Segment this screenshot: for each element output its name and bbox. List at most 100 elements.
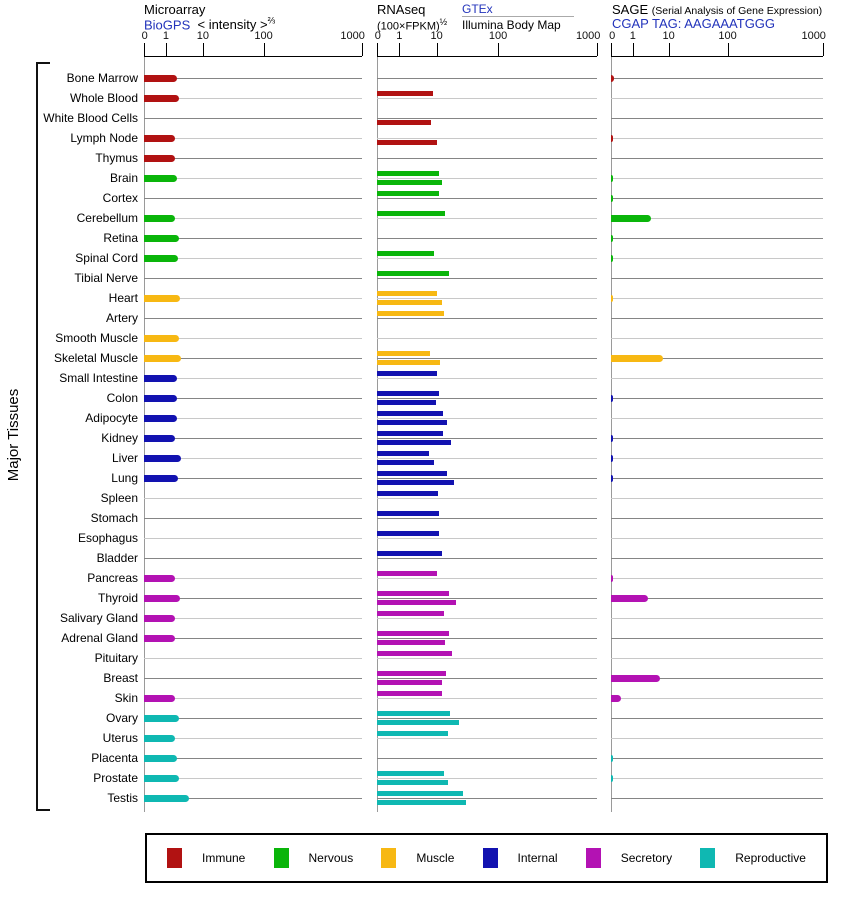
microarray-bar — [143, 635, 176, 642]
row-gridline — [611, 238, 823, 239]
axis-baseline — [611, 56, 823, 57]
row-gridline — [611, 78, 823, 79]
rnaseq-gtex-bar — [376, 91, 434, 96]
row-gridline — [611, 558, 823, 559]
row-gridline — [376, 758, 598, 759]
rnaseq-gtex-bar — [376, 391, 440, 396]
row-gridline — [143, 538, 362, 539]
microarray-bar — [143, 615, 175, 622]
rnaseq-gtex-bar — [376, 711, 450, 716]
row-gridline — [143, 198, 362, 199]
gtex-link[interactable]: GTEx — [462, 2, 493, 16]
microarray-bar — [143, 295, 181, 302]
row-gridline — [376, 618, 598, 619]
microarray-bar — [143, 435, 175, 442]
rnaseq-gtex-bar — [376, 291, 437, 296]
row-gridline — [611, 158, 823, 159]
rnaseq-gtex-bar — [376, 431, 444, 436]
row-gridline — [143, 518, 362, 519]
tissue-label: Bone Marrow — [66, 71, 138, 85]
sage-bar — [611, 215, 652, 222]
row-gridline — [611, 418, 823, 419]
sage-bar — [611, 775, 614, 782]
rnaseq-gtex-bar — [376, 491, 439, 496]
rnaseq-gtex-bar — [376, 271, 450, 276]
microarray-bar — [143, 575, 175, 582]
axis-tick-label: 10 — [662, 30, 675, 42]
row-gridline — [143, 478, 362, 479]
row-gridline — [611, 498, 823, 499]
rnaseq-unit-exponent: ½ — [439, 17, 448, 27]
sage-bar — [611, 755, 614, 762]
axis-tick-label: 10 — [196, 30, 210, 42]
rnaseq-gtex-bar — [376, 651, 453, 656]
sage-bar — [611, 395, 614, 402]
row-gridline — [376, 218, 598, 219]
row-gridline — [611, 778, 823, 779]
row-gridline — [143, 98, 362, 99]
rnaseq-gtex-bar — [376, 731, 449, 736]
tissue-bracket — [36, 62, 50, 811]
row-gridline — [143, 678, 362, 679]
tissue-label: Stomach — [90, 511, 138, 525]
legend-label: Muscle — [416, 851, 455, 865]
row-gridline — [376, 478, 598, 479]
rnaseq-gtex-bar — [376, 451, 430, 456]
axis-baseline — [143, 56, 362, 57]
rnaseq-illumina-bar — [376, 420, 448, 425]
tissue-label: Salivary Gland — [59, 611, 138, 625]
sage-bar — [611, 195, 614, 202]
tissue-label: Testis — [107, 791, 138, 805]
axis-ruler-sage: 0 1 10 100 1000 — [609, 30, 826, 57]
row-gridline — [143, 798, 362, 799]
row-gridline — [143, 378, 362, 379]
rnaseq-illumina-bar — [376, 300, 442, 305]
row-gridline — [143, 218, 362, 219]
legend-item: Secretory — [585, 848, 673, 868]
legend-label: Immune — [202, 851, 246, 865]
row-gridline — [611, 378, 823, 379]
row-gridline — [376, 738, 598, 739]
axis-tick — [668, 43, 670, 56]
tissue-label: Skin — [114, 691, 138, 705]
rnaseq-illumina-bar — [376, 180, 442, 185]
row-gridline — [611, 98, 823, 99]
axis-tick — [376, 43, 378, 56]
microarray-bar — [143, 415, 178, 422]
row-gridline — [376, 518, 598, 519]
rnaseq-gtex-bar — [376, 471, 447, 476]
rnaseq-gtex-bar — [376, 511, 440, 516]
legend-item: Immune — [167, 848, 245, 868]
axis-tick-label: 1 — [162, 30, 170, 42]
rnaseq-gtex-bar — [376, 311, 444, 316]
microarray-bar — [143, 95, 179, 102]
row-gridline — [376, 778, 598, 779]
tissue-label: Cerebellum — [76, 211, 138, 225]
sage-bar — [611, 435, 614, 442]
legend-item: Internal — [482, 848, 558, 868]
sage-bar — [611, 595, 649, 602]
legend-swatch-internal — [482, 848, 498, 868]
row-gridline — [143, 398, 362, 399]
tissue-label: Prostate — [93, 771, 138, 785]
row-gridline — [611, 318, 823, 319]
legend-swatch-reproductive — [700, 848, 716, 868]
sage-bar — [611, 135, 614, 142]
tissue-label: Spinal Cord — [75, 251, 138, 265]
row-gridline — [143, 118, 362, 119]
gtex-illumina-separator — [462, 16, 574, 17]
axis-tick-label: 1 — [396, 30, 403, 42]
row-gridline — [376, 358, 598, 359]
sage-bar — [611, 475, 614, 482]
cgap-tag-link[interactable]: CGAP TAG: AAGAAATGGG — [612, 16, 776, 31]
rnaseq-gtex-bar — [376, 351, 431, 356]
row-gridline — [143, 178, 362, 179]
biogps-link[interactable]: BioGPS — [144, 17, 191, 33]
row-gridline — [611, 138, 823, 139]
legend-label: Secretory — [620, 851, 673, 865]
row-gridline — [376, 798, 598, 799]
row-gridline — [376, 338, 598, 339]
axis-tick-label: 1000 — [575, 30, 601, 42]
tissue-label: Skeletal Muscle — [53, 351, 138, 365]
rnaseq-illumina-bar — [376, 360, 441, 365]
